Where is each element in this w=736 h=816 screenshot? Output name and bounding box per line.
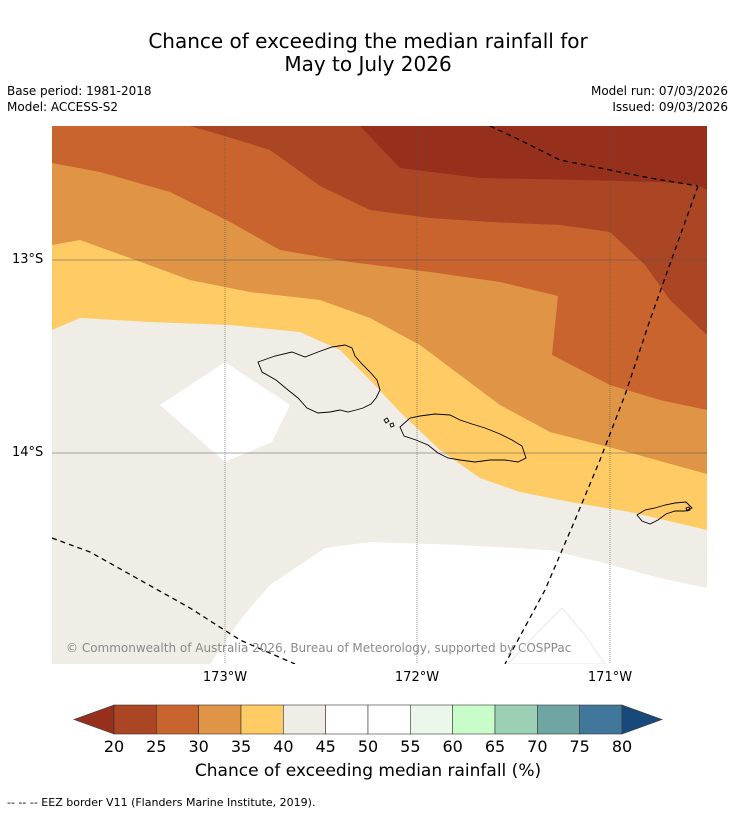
colorbar-tick-45: 45 — [315, 737, 336, 756]
colorbar-segment-70-75 — [537, 704, 580, 735]
colorbar-tick-30: 30 — [188, 737, 209, 756]
colorbar-segment-30-35 — [198, 704, 242, 735]
base-period: Base period: 1981-2018 — [7, 84, 152, 98]
model-name: Model: ACCESS-S2 — [7, 100, 119, 114]
colorbar-label: Chance of exceeding median rainfall (%) — [194, 761, 542, 781]
lat-label-13s: 13°S — [12, 252, 44, 267]
colorbar-tick-20: 20 — [103, 737, 125, 756]
coastlines — [257, 344, 693, 525]
map-title: Chance of exceeding the median rainfall … — [0, 30, 736, 76]
colorbar-extend-low — [73, 704, 115, 735]
run-info: Model run: 07/03/2026 Issued: 09/03/2026 — [591, 83, 728, 115]
colorbar-tick-25: 25 — [146, 737, 167, 756]
colorbar-segment-60-65 — [452, 704, 496, 735]
eez-borders — [52, 126, 699, 664]
lat-label-14s: 14°S — [12, 445, 44, 460]
eez-footnote: -- -- -- EEZ border V11 (Flanders Marine… — [7, 796, 316, 809]
colorbar-segment-75-80 — [579, 704, 623, 735]
lon-label-172w: 172°W — [394, 670, 440, 685]
colorbar-tick-80: 80 — [611, 737, 633, 756]
colorbar-tick-55: 55 — [400, 737, 421, 756]
colorbar — [73, 704, 663, 735]
colorbar-tick-60: 60 — [442, 737, 463, 756]
colorbar-tick-35: 35 — [230, 737, 252, 756]
colorbar-tick-65: 65 — [484, 737, 506, 756]
colorbar-tick-75: 75 — [569, 737, 590, 756]
aunuu-islet — [685, 506, 691, 512]
upolu-island — [399, 413, 527, 463]
manono-islet — [383, 417, 390, 424]
map-title-line2: May to July 2026 — [284, 52, 452, 76]
colorbar-segment-45-50 — [325, 704, 369, 735]
model-run: Model run: 07/03/2026 — [590, 84, 728, 98]
band-50-55-patch — [507, 607, 606, 664]
colorbar-segment-40-45 — [283, 704, 326, 735]
colorbar-extend-high — [621, 704, 663, 735]
eez-border-southwest — [52, 537, 296, 664]
model-info: Base period: 1981-2018 Model: ACCESS-S2 — [7, 83, 152, 115]
colorbar-segment-50-55 — [367, 704, 411, 735]
lon-label-173w: 173°W — [202, 670, 248, 685]
savaii-island — [257, 344, 381, 414]
colorbar-tick-40: 40 — [273, 737, 294, 756]
colorbar-segment-35-40 — [240, 704, 284, 735]
colorbar-segment-25-30 — [156, 704, 199, 735]
tutuila-island — [636, 501, 693, 525]
lon-label-171w: 171°W — [587, 670, 633, 685]
colorbar-segment-55-60 — [410, 704, 453, 735]
map-title-line1: Chance of exceeding the median rainfall … — [148, 29, 588, 53]
colorbar-tick-70: 70 — [527, 737, 548, 756]
eez-border-east — [504, 185, 699, 664]
rainfall-map — [52, 126, 707, 664]
colorbar-segment-20-25 — [113, 704, 157, 735]
colorbar-segment-65-70 — [494, 704, 538, 735]
eez-border-north — [489, 126, 699, 187]
copyright-notice: © Commonwealth of Australia 2026, Bureau… — [66, 641, 572, 655]
graticule — [52, 126, 707, 664]
colorbar-tick-50: 50 — [357, 737, 379, 756]
apolima-islet — [389, 422, 395, 428]
issued-date: Issued: 09/03/2026 — [612, 100, 728, 114]
